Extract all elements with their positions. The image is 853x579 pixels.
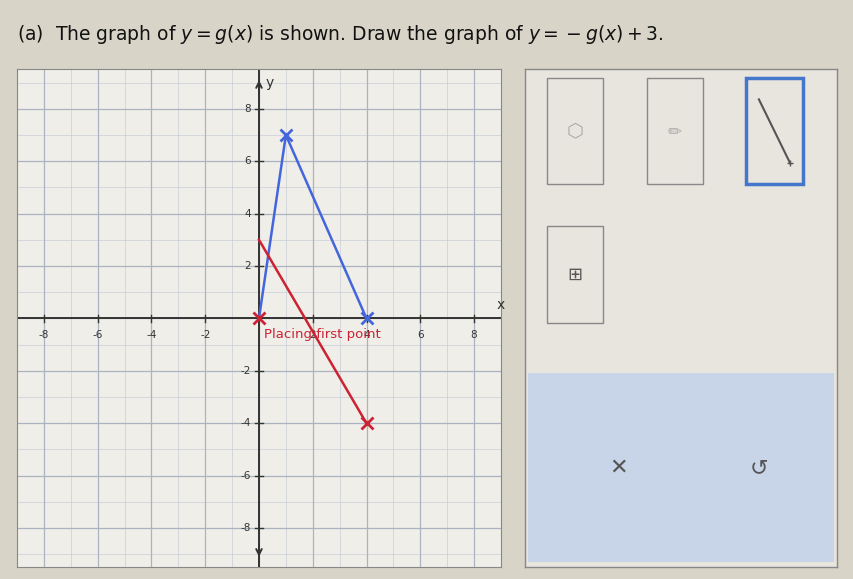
Text: -4: -4 bbox=[146, 330, 156, 340]
Text: 2: 2 bbox=[309, 330, 316, 340]
FancyBboxPatch shape bbox=[746, 78, 802, 184]
Text: -2: -2 bbox=[241, 366, 251, 376]
Text: Placing first point: Placing first point bbox=[264, 328, 380, 340]
FancyBboxPatch shape bbox=[527, 373, 833, 562]
FancyBboxPatch shape bbox=[546, 226, 602, 324]
Text: -2: -2 bbox=[200, 330, 210, 340]
Text: y: y bbox=[265, 76, 274, 90]
Text: 8: 8 bbox=[244, 104, 251, 114]
Text: ✏: ✏ bbox=[667, 122, 681, 140]
Text: -4: -4 bbox=[241, 418, 251, 428]
Text: -6: -6 bbox=[92, 330, 102, 340]
Text: ⊞: ⊞ bbox=[566, 266, 582, 284]
Text: 2: 2 bbox=[244, 261, 251, 271]
Text: (a)  The graph of $y=g(x)$ is shown. Draw the graph of $y=-g(x)+3$.: (a) The graph of $y=g(x)$ is shown. Draw… bbox=[17, 23, 663, 46]
Text: ✕: ✕ bbox=[608, 458, 627, 478]
Text: -8: -8 bbox=[38, 330, 49, 340]
FancyBboxPatch shape bbox=[546, 78, 602, 184]
Text: 8: 8 bbox=[470, 330, 477, 340]
Text: 4: 4 bbox=[363, 330, 369, 340]
Text: -8: -8 bbox=[241, 523, 251, 533]
Text: ⬡: ⬡ bbox=[566, 122, 583, 141]
Text: 6: 6 bbox=[244, 156, 251, 166]
Text: ↺: ↺ bbox=[749, 458, 768, 478]
Text: 4: 4 bbox=[244, 208, 251, 219]
Text: 6: 6 bbox=[416, 330, 423, 340]
Text: -6: -6 bbox=[241, 471, 251, 481]
FancyBboxPatch shape bbox=[646, 78, 702, 184]
Text: x: x bbox=[496, 298, 504, 312]
